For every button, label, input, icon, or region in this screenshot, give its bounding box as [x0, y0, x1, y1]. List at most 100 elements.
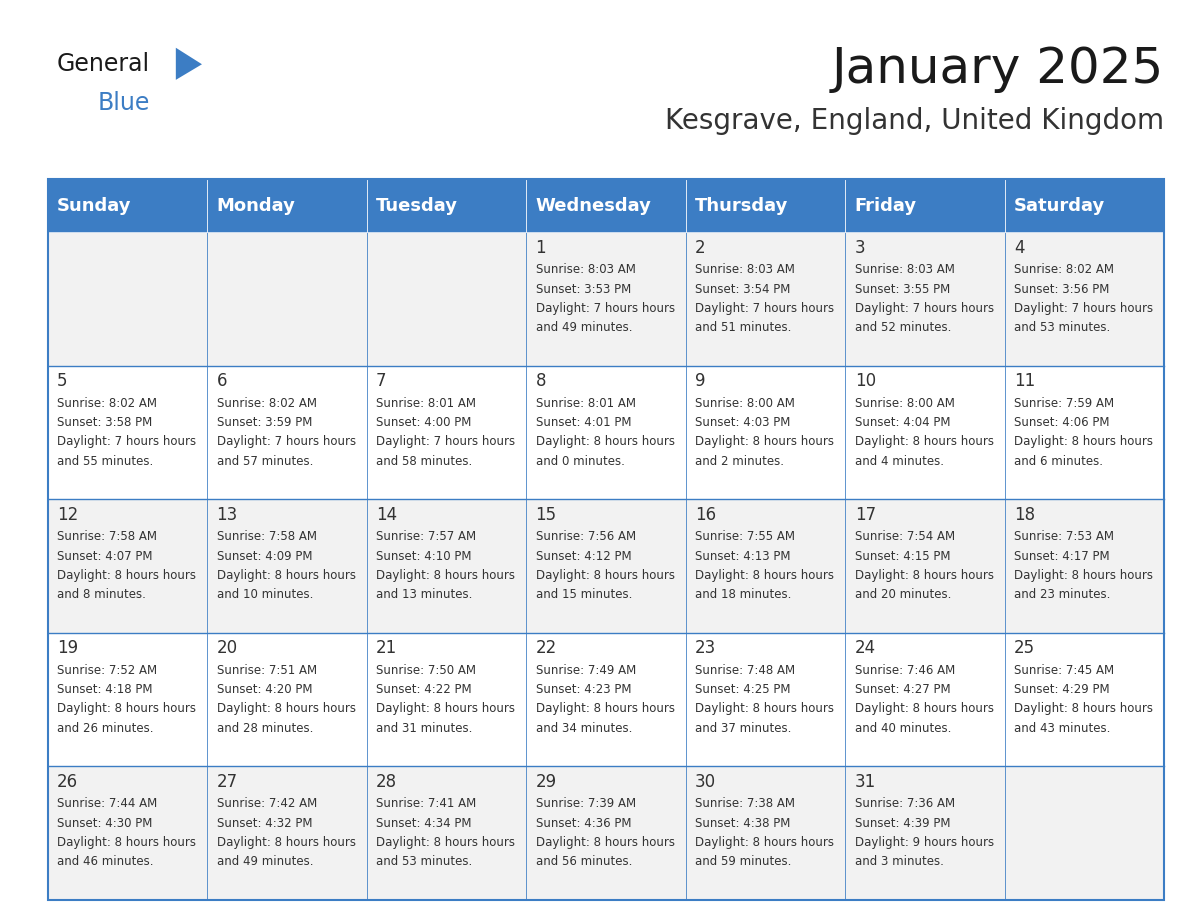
Text: and 8 minutes.: and 8 minutes.	[57, 588, 146, 601]
Text: Daylight: 8 hours hours: Daylight: 8 hours hours	[854, 569, 993, 582]
Bar	[685, 767, 845, 900]
Text: and 51 minutes.: and 51 minutes.	[695, 321, 791, 334]
Text: Daylight: 8 hours hours: Daylight: 8 hours hours	[57, 569, 196, 582]
Text: Daylight: 8 hours hours: Daylight: 8 hours hours	[1015, 569, 1154, 582]
Bar	[48, 179, 1164, 900]
Text: Sunrise: 7:46 AM: Sunrise: 7:46 AM	[854, 664, 955, 677]
Bar	[367, 232, 526, 365]
Text: 22: 22	[536, 639, 557, 657]
Bar	[685, 232, 845, 365]
Text: 12: 12	[57, 506, 78, 523]
Bar	[685, 499, 845, 633]
Text: and 34 minutes.: and 34 minutes.	[536, 722, 632, 734]
Bar	[207, 365, 367, 499]
Text: 25: 25	[1015, 639, 1035, 657]
Text: and 20 minutes.: and 20 minutes.	[854, 588, 952, 601]
Text: and 26 minutes.: and 26 minutes.	[57, 722, 153, 734]
Bar	[845, 179, 1005, 232]
Bar	[367, 499, 526, 633]
Text: Sunrise: 8:02 AM: Sunrise: 8:02 AM	[1015, 263, 1114, 276]
Text: and 10 minutes.: and 10 minutes.	[216, 588, 312, 601]
Text: and 23 minutes.: and 23 minutes.	[1015, 588, 1111, 601]
Text: Sunset: 4:07 PM: Sunset: 4:07 PM	[57, 550, 152, 563]
Text: Daylight: 8 hours hours: Daylight: 8 hours hours	[377, 836, 516, 849]
Bar	[845, 499, 1005, 633]
Text: Daylight: 8 hours hours: Daylight: 8 hours hours	[695, 435, 834, 449]
Text: Daylight: 8 hours hours: Daylight: 8 hours hours	[536, 569, 675, 582]
Text: Daylight: 7 hours hours: Daylight: 7 hours hours	[1015, 302, 1154, 315]
Text: 24: 24	[854, 639, 876, 657]
Text: 1: 1	[536, 239, 546, 257]
Text: Sunset: 4:38 PM: Sunset: 4:38 PM	[695, 817, 790, 830]
Text: Sunrise: 7:44 AM: Sunrise: 7:44 AM	[57, 798, 157, 811]
Text: Daylight: 8 hours hours: Daylight: 8 hours hours	[57, 836, 196, 849]
Text: 10: 10	[854, 372, 876, 390]
Bar	[48, 232, 207, 365]
Text: Sunset: 4:10 PM: Sunset: 4:10 PM	[377, 550, 472, 563]
Bar	[685, 365, 845, 499]
Text: 23: 23	[695, 639, 716, 657]
Bar	[48, 179, 207, 232]
Bar	[1005, 232, 1164, 365]
Bar	[845, 232, 1005, 365]
Text: 8: 8	[536, 372, 546, 390]
Text: Daylight: 8 hours hours: Daylight: 8 hours hours	[854, 435, 993, 449]
Text: Blue: Blue	[97, 91, 150, 115]
Text: Sunset: 4:34 PM: Sunset: 4:34 PM	[377, 817, 472, 830]
Text: and 37 minutes.: and 37 minutes.	[695, 722, 791, 734]
Text: Friday: Friday	[854, 196, 917, 215]
Text: and 49 minutes.: and 49 minutes.	[536, 321, 632, 334]
Bar	[845, 767, 1005, 900]
Text: Sunset: 4:29 PM: Sunset: 4:29 PM	[1015, 683, 1110, 696]
Text: and 6 minutes.: and 6 minutes.	[1015, 454, 1104, 468]
Text: Sunrise: 7:51 AM: Sunrise: 7:51 AM	[216, 664, 317, 677]
Text: Daylight: 8 hours hours: Daylight: 8 hours hours	[1015, 702, 1154, 715]
Text: Daylight: 8 hours hours: Daylight: 8 hours hours	[57, 702, 196, 715]
Bar	[367, 633, 526, 767]
Bar	[207, 633, 367, 767]
Bar	[685, 633, 845, 767]
Text: Sunset: 4:15 PM: Sunset: 4:15 PM	[854, 550, 950, 563]
Text: and 56 minutes.: and 56 minutes.	[536, 856, 632, 868]
Text: Sunrise: 7:52 AM: Sunrise: 7:52 AM	[57, 664, 157, 677]
Text: 31: 31	[854, 773, 876, 790]
Text: 19: 19	[57, 639, 78, 657]
Bar	[48, 365, 207, 499]
Text: Sunset: 4:22 PM: Sunset: 4:22 PM	[377, 683, 472, 696]
Bar	[48, 633, 207, 767]
Text: 4: 4	[1015, 239, 1025, 257]
Text: 28: 28	[377, 773, 397, 790]
Text: Sunrise: 7:38 AM: Sunrise: 7:38 AM	[695, 798, 795, 811]
Text: 13: 13	[216, 506, 238, 523]
Polygon shape	[176, 48, 202, 80]
Text: Sunset: 4:36 PM: Sunset: 4:36 PM	[536, 817, 631, 830]
Text: Sunrise: 7:48 AM: Sunrise: 7:48 AM	[695, 664, 795, 677]
Text: Daylight: 7 hours hours: Daylight: 7 hours hours	[536, 302, 675, 315]
Text: and 13 minutes.: and 13 minutes.	[377, 588, 473, 601]
Text: 15: 15	[536, 506, 557, 523]
Text: Sunrise: 8:00 AM: Sunrise: 8:00 AM	[695, 397, 795, 410]
Text: 26: 26	[57, 773, 78, 790]
Bar	[207, 767, 367, 900]
Bar	[367, 179, 526, 232]
Text: 9: 9	[695, 372, 706, 390]
Text: Daylight: 8 hours hours: Daylight: 8 hours hours	[854, 702, 993, 715]
Text: Sunrise: 7:39 AM: Sunrise: 7:39 AM	[536, 798, 636, 811]
Text: Sunrise: 8:03 AM: Sunrise: 8:03 AM	[695, 263, 795, 276]
Text: Sunrise: 7:53 AM: Sunrise: 7:53 AM	[1015, 531, 1114, 543]
Text: and 18 minutes.: and 18 minutes.	[695, 588, 791, 601]
Text: and 3 minutes.: and 3 minutes.	[854, 856, 943, 868]
Text: Sunrise: 8:02 AM: Sunrise: 8:02 AM	[216, 397, 316, 410]
Bar	[207, 499, 367, 633]
Text: Daylight: 8 hours hours: Daylight: 8 hours hours	[536, 702, 675, 715]
Text: General: General	[57, 52, 150, 76]
Text: Sunrise: 7:56 AM: Sunrise: 7:56 AM	[536, 531, 636, 543]
Text: and 53 minutes.: and 53 minutes.	[1015, 321, 1111, 334]
Text: and 40 minutes.: and 40 minutes.	[854, 722, 952, 734]
Text: Sunset: 4:39 PM: Sunset: 4:39 PM	[854, 817, 950, 830]
Text: Sunrise: 8:01 AM: Sunrise: 8:01 AM	[377, 397, 476, 410]
Text: 7: 7	[377, 372, 386, 390]
Text: Daylight: 8 hours hours: Daylight: 8 hours hours	[695, 702, 834, 715]
Text: Sunset: 4:04 PM: Sunset: 4:04 PM	[854, 416, 950, 430]
Text: Sunrise: 7:59 AM: Sunrise: 7:59 AM	[1015, 397, 1114, 410]
